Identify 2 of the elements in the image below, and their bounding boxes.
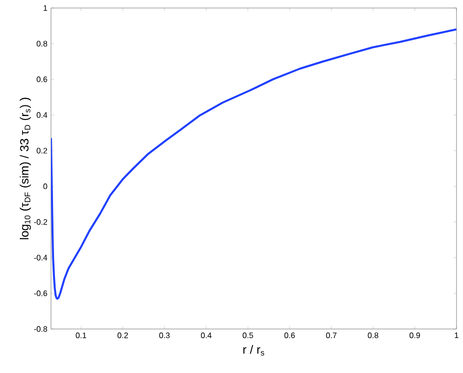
x-axis-title: r / r$_{s}$ <box>243 345 264 356</box>
text: log$_{10}$ (τ$_{DF}$ (sim) / 33 τ$_{D}$ (r$_{s}$) ) <box>20 98 31 240</box>
